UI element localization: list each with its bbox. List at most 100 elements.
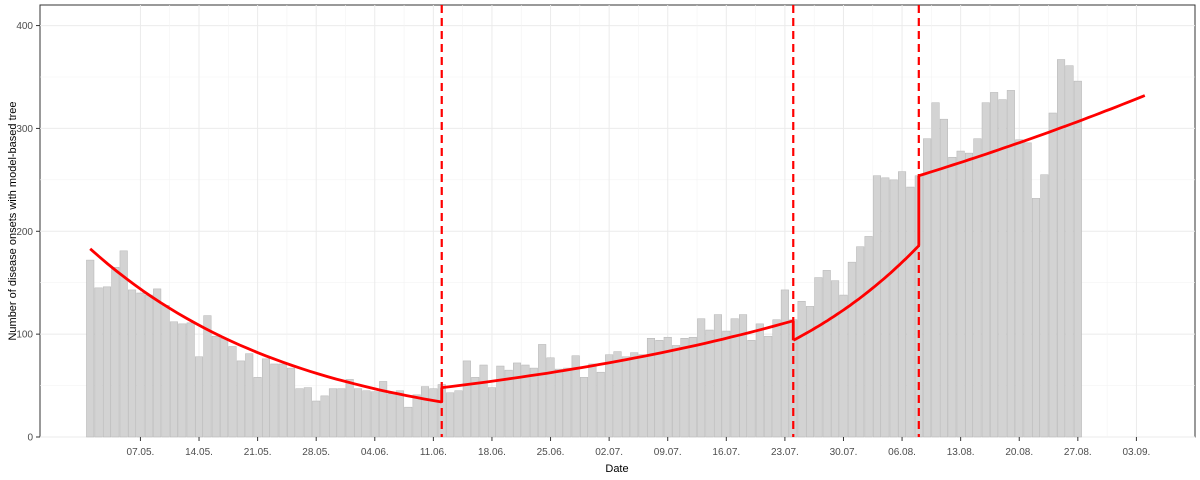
bar <box>153 288 162 438</box>
bar <box>379 381 388 438</box>
y-tick-label: 200 <box>16 227 33 238</box>
y-tick-label: 300 <box>16 124 33 135</box>
bar <box>1040 174 1049 438</box>
bar <box>965 152 974 438</box>
bar <box>872 175 881 438</box>
bar <box>220 338 229 438</box>
bar <box>295 388 304 438</box>
bar <box>730 318 739 438</box>
bar <box>931 102 940 438</box>
bar <box>923 138 932 438</box>
bar <box>161 305 170 438</box>
bar <box>186 322 195 438</box>
bar <box>705 329 714 438</box>
bar <box>354 388 363 438</box>
x-tick-label: 16.07. <box>712 447 740 458</box>
bar <box>906 186 915 438</box>
bar <box>630 352 639 438</box>
bar <box>764 335 773 438</box>
bar <box>86 259 95 438</box>
x-tick-label: 14.05. <box>185 447 213 458</box>
bar <box>839 294 848 438</box>
bar <box>739 314 748 438</box>
bar <box>864 236 873 438</box>
bar <box>337 388 346 438</box>
bar <box>370 391 379 438</box>
bar <box>889 179 898 438</box>
y-axis: 0 100 200 300 400 <box>16 21 40 444</box>
bar <box>856 246 865 438</box>
bar <box>203 315 212 438</box>
fit-line-segment <box>792 244 920 342</box>
bar <box>772 319 781 438</box>
bar <box>328 388 337 438</box>
x-axis: 07.05. 14.05. 21.05. 28.05. 04.06. 11.06. 18.0… <box>127 437 1150 458</box>
bar <box>722 330 731 438</box>
bar <box>312 400 321 438</box>
bar <box>102 286 111 438</box>
bar <box>261 358 270 438</box>
x-tick-label: 25.06. <box>537 447 565 458</box>
bar <box>128 289 137 438</box>
bar <box>253 377 262 438</box>
bar <box>1023 142 1032 438</box>
bar <box>144 294 153 438</box>
bar <box>998 99 1007 438</box>
bar <box>228 346 237 438</box>
bar <box>446 392 455 438</box>
bar <box>831 280 840 438</box>
bar <box>529 367 538 438</box>
bar <box>1073 80 1082 438</box>
split-lines <box>440 5 920 437</box>
bar <box>747 340 756 438</box>
bar <box>362 390 371 438</box>
bar <box>588 363 597 438</box>
bar <box>538 344 547 438</box>
bar <box>981 102 990 438</box>
bar <box>939 118 948 438</box>
x-tick-label: 20.08. <box>1005 447 1033 458</box>
bar <box>646 338 655 438</box>
x-axis-title: Date <box>605 463 628 475</box>
bar <box>638 354 647 438</box>
bar <box>605 354 614 438</box>
bar <box>713 314 722 438</box>
bar <box>136 292 145 438</box>
bar <box>621 356 630 438</box>
x-tick-label: 18.06. <box>478 447 506 458</box>
bar <box>822 270 831 438</box>
bar <box>211 335 220 438</box>
bar <box>990 92 999 438</box>
fit-line-segment <box>441 319 794 389</box>
bar <box>580 377 589 438</box>
bar <box>119 250 128 438</box>
bar <box>780 289 789 438</box>
x-tick-label: 30.07. <box>830 447 858 458</box>
y-tick-label: 0 <box>27 433 33 444</box>
x-tick-label: 04.06. <box>361 447 389 458</box>
bar <box>169 321 178 438</box>
bar <box>546 357 555 438</box>
bar <box>613 351 622 438</box>
y-tick-label: 100 <box>16 330 33 341</box>
bar <box>881 177 890 438</box>
bar <box>195 356 204 438</box>
x-tick-label: 21.05. <box>244 447 272 458</box>
bar <box>805 306 815 438</box>
bar <box>412 394 421 438</box>
bar <box>387 393 396 438</box>
fit-lines <box>89 94 1146 404</box>
bar <box>563 367 572 438</box>
bar <box>94 287 103 438</box>
bar <box>303 387 312 438</box>
bar <box>680 338 689 438</box>
bar <box>1015 139 1024 438</box>
bar <box>948 156 957 438</box>
bar <box>496 365 505 438</box>
bar <box>454 390 463 438</box>
bar <box>278 363 287 438</box>
bar <box>236 360 245 438</box>
bar <box>471 377 480 438</box>
x-tick-label: 11.06. <box>420 447 447 458</box>
